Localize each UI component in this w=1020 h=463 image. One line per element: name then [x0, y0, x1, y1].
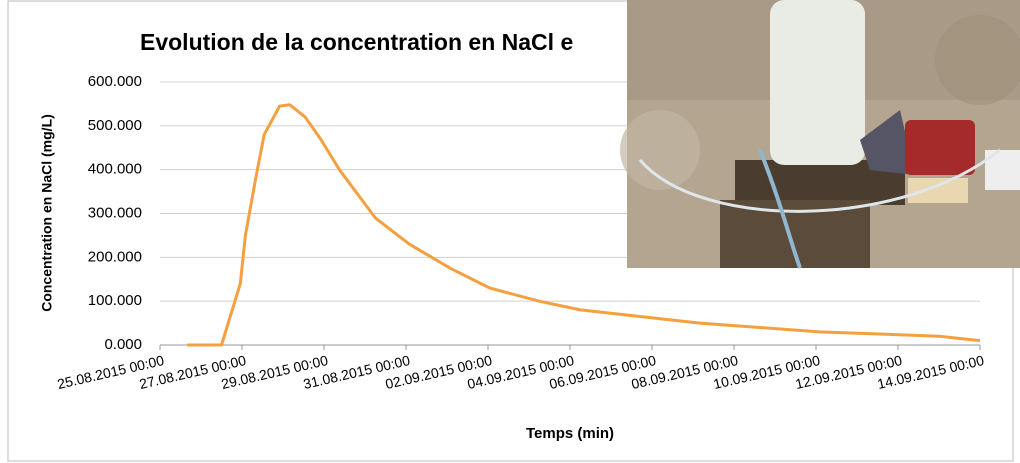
chart-title: Evolution de la concentration en NaCl e	[140, 29, 573, 55]
y-tick-label: 0.000	[104, 336, 142, 353]
x-axis-label: Temps (min)	[526, 425, 614, 442]
y-tick-label: 200.000	[88, 248, 142, 265]
y-tick-label: 300.000	[88, 204, 142, 221]
y-tick-label: 600.000	[88, 73, 142, 90]
photo	[620, 0, 1020, 269]
y-axis-label: Concentration en NaCl (mg/L)	[39, 114, 55, 312]
y-tick-label: 400.000	[88, 161, 142, 178]
y-tick-label: 500.000	[88, 117, 142, 134]
data-line	[187, 103, 981, 347]
y-tick-label: 100.000	[88, 292, 142, 309]
